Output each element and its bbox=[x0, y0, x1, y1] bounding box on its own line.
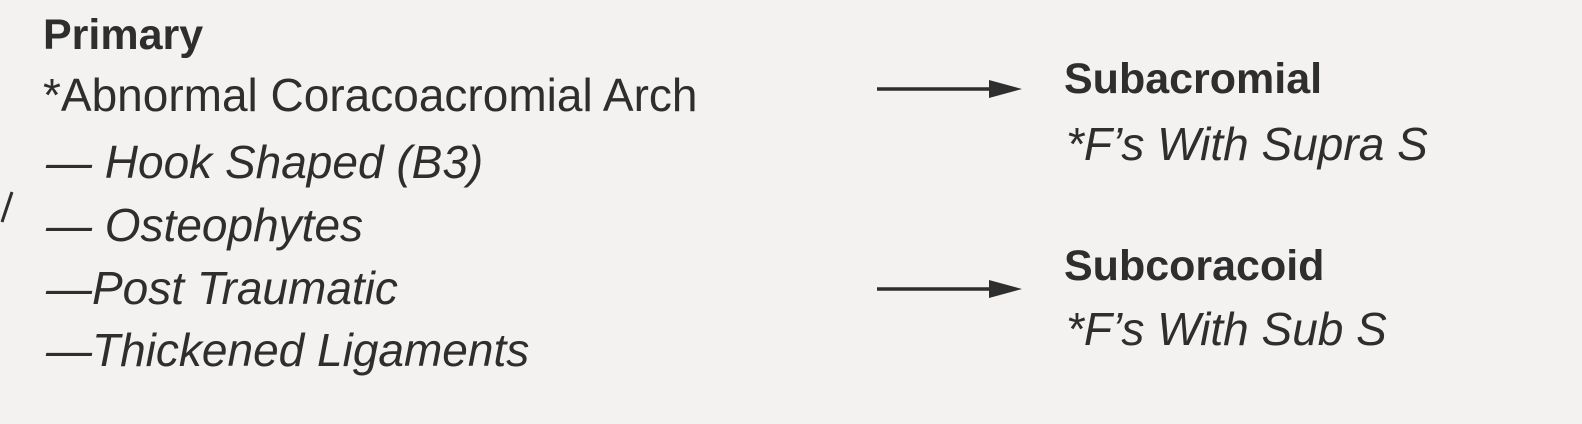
subtype-post-traumatic: —Post Traumatic bbox=[46, 262, 398, 314]
subcoracoid-detail: *F’s With Sub S bbox=[1066, 303, 1387, 355]
subtype-osteophytes: — Osteophytes bbox=[46, 199, 364, 251]
partial-stroke-mark bbox=[0, 191, 14, 223]
arrow-to-subcoracoid bbox=[877, 280, 1022, 298]
cause-label: *Abnormal Coracoacromial Arch bbox=[43, 69, 698, 121]
subacromial-detail: *F’s With Supra S bbox=[1066, 118, 1428, 170]
subacromial-title: Subacromial bbox=[1064, 55, 1323, 103]
subtype-thickened-ligaments: —Thickened Ligaments bbox=[46, 324, 530, 376]
subcoracoid-title: Subcoracoid bbox=[1064, 242, 1325, 290]
primary-heading: Primary bbox=[43, 11, 204, 59]
subtype-hook-shaped: — Hook Shaped (B3) bbox=[46, 136, 484, 188]
arrow-to-subacromial bbox=[877, 80, 1022, 98]
